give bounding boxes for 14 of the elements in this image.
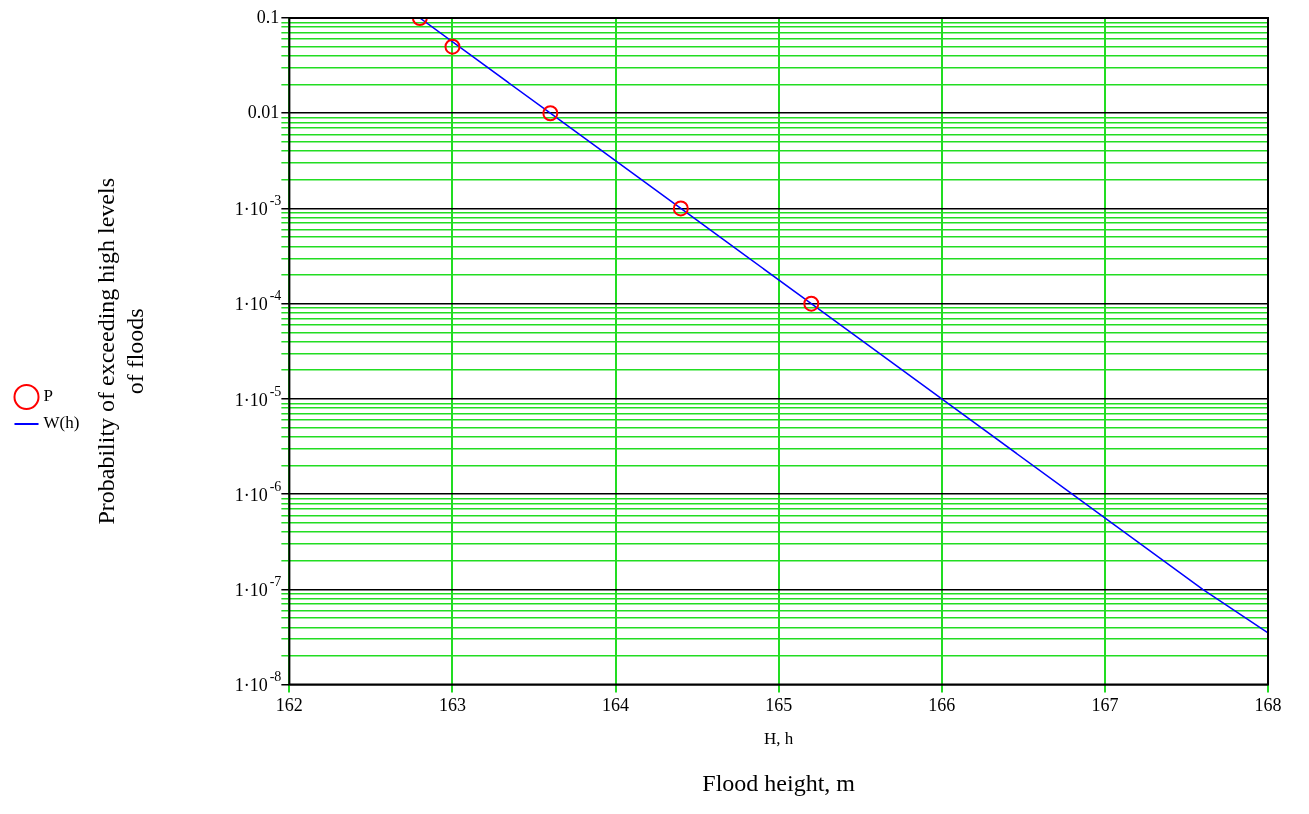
legend-label: W(h) xyxy=(43,413,80,433)
x-tick-label: 162 xyxy=(275,695,303,716)
x-tick-label: 163 xyxy=(438,695,466,716)
y-tick-label: 0.1 xyxy=(256,6,280,27)
x-tick-label: 168 xyxy=(1254,695,1282,716)
x-tick-label: 165 xyxy=(765,695,793,716)
y-axis-title: Probability of exceeding high levels of floods xyxy=(93,178,148,525)
y-tick-label: 0.01 xyxy=(247,101,280,122)
x-tick-label: 164 xyxy=(602,695,630,716)
text: H, h xyxy=(764,729,794,749)
x-axis-title: Flood height, m xyxy=(702,769,856,796)
x-tick-label: 167 xyxy=(1091,695,1119,716)
legend-label: P xyxy=(43,386,53,406)
x-tick-label: 166 xyxy=(928,695,956,716)
